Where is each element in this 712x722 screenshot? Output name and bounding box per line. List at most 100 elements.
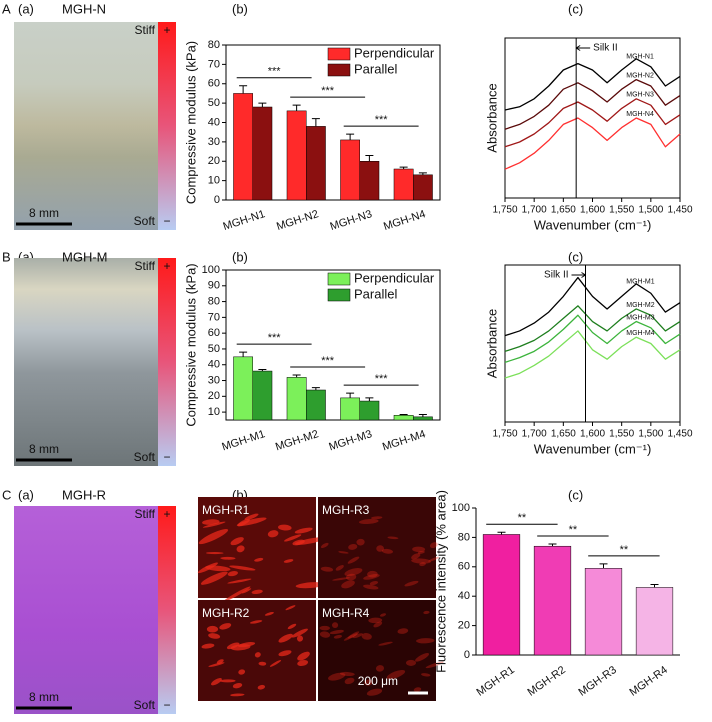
x-axis-label: Wavenumber (cm⁻¹) [534,441,652,456]
y-tick-label: 100 [202,264,220,276]
fiber [343,633,358,641]
photo-title: MGH-N [62,1,106,16]
panel-label: (c) [568,487,583,502]
y-tick-label: 30 [208,374,220,386]
x-tick-label: 1,600 [580,429,605,440]
fiber [226,642,240,650]
soft-label: Soft [134,698,156,712]
photo [14,258,158,466]
error-bar [346,133,355,140]
x-tick-label: MGH-R1 [474,664,516,699]
significance-label: *** [375,373,389,385]
error-bar [346,392,355,398]
fiber [219,679,236,683]
fiber [254,557,264,562]
fiber [328,672,346,681]
panel-label: (a) [18,487,34,502]
minus-sign: − [163,450,170,464]
fiber [291,628,308,638]
stiffness-colorbar [158,258,176,466]
fiber [386,669,406,680]
fiber [378,641,393,646]
bar [413,174,433,201]
series-label: MGH-M2 [626,302,654,309]
spectrum-line [504,117,681,170]
fiber [363,574,380,580]
y-tick-label: 20 [458,620,470,632]
fiber [205,552,224,555]
micrograph [198,600,316,701]
fiber [237,518,250,527]
x-tick-label: 1,750 [492,429,517,440]
spectrum-line [504,78,681,130]
significance-label: *** [321,355,335,367]
fiber [347,631,360,639]
soft-label: Soft [134,214,156,228]
legend-label: Parallel [354,286,397,301]
fiber [257,684,266,690]
x-tick-label: 1,650 [551,429,576,440]
fiber [238,669,246,675]
fiber [294,537,325,545]
fiber [339,671,355,677]
error-bar [292,104,301,111]
plus-sign: + [163,23,170,37]
micro-label: MGH-R2 [202,606,250,620]
photo [14,22,158,230]
significance-label: *** [268,332,282,344]
fiber [359,519,379,525]
fiber [335,565,344,571]
y-tick-label: 10 [208,406,220,418]
fiber [367,570,378,578]
bar [359,161,380,201]
x-tick-label: MGH-R3 [576,664,618,699]
series-label: MGH-N3 [626,92,654,99]
error-bar [239,85,248,94]
bar [635,587,674,656]
fiber [294,527,313,534]
bar [306,126,326,201]
x-tick-label: 1,500 [638,205,663,216]
fiber [411,553,421,560]
fiber [428,556,440,562]
minus-sign: − [163,214,170,228]
x-tick-label: MGH-R4 [627,664,669,699]
stiff-label: Stiff [135,507,156,521]
x-tick-label: 1,550 [609,429,634,440]
error-bar [239,351,248,357]
fiber [376,545,384,552]
panel-label: (b) [232,249,248,264]
fiber [249,620,263,624]
legend-label: Perpendicular [354,45,435,60]
error-bar [418,172,427,175]
fiber [423,610,430,615]
y-tick-label: 20 [208,155,220,167]
fiber [241,588,252,594]
significance-label: ** [518,512,527,524]
fiber [267,530,279,538]
error-bar [311,387,320,390]
bar [413,416,433,421]
fiber [332,577,350,581]
legend-swatch [327,63,351,77]
x-tick-label: 1,650 [551,205,576,216]
error-bar [418,413,427,417]
error-bar [365,397,374,402]
fiber [416,638,435,644]
fiber [411,558,431,564]
fiber [412,546,426,553]
plus-sign: + [163,507,170,521]
x-tick-label: 1,450 [667,429,692,440]
bar [252,106,273,201]
x-tick-label: 1,550 [609,205,634,216]
fiber [198,529,229,545]
significance-label: *** [375,114,389,126]
spectrum-line [504,98,681,148]
scale-label: 8 mm [29,206,59,220]
photo-title: MGH-R [62,487,106,502]
fiber [419,562,426,567]
y-tick-label: 90 [208,280,220,292]
y-tick-label: 70 [208,311,220,323]
fiber [366,688,383,696]
fiber [361,633,372,640]
